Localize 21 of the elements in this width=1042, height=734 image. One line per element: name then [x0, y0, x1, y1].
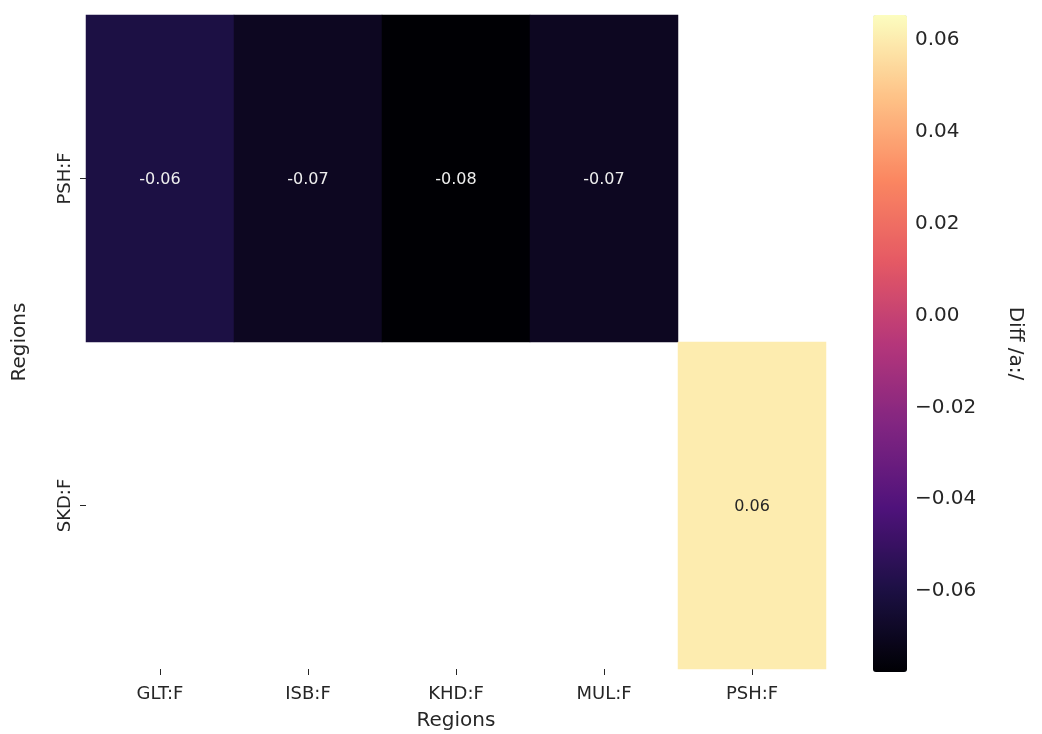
color-bar-label: 0.04	[915, 117, 960, 142]
data-label: -0.08	[435, 169, 477, 188]
x-tick-label: KHD:F	[428, 681, 484, 703]
y-tick-label: SKD:F	[52, 478, 74, 533]
x-tick-label: ISB:F	[285, 681, 331, 703]
color-bar-label: 0.06	[915, 25, 960, 50]
color-bar-label: −0.06	[915, 577, 977, 602]
color-bar-label: −0.04	[915, 485, 977, 510]
x-tick-label: MUL:F	[576, 681, 632, 703]
data-label: -0.07	[583, 169, 625, 188]
color-bar-label: −0.02	[915, 393, 977, 418]
x-tick-label: PSH:F	[725, 681, 779, 703]
color-bar-label: 0.00	[915, 301, 960, 326]
x-axis-title: Regions	[416, 707, 496, 731]
color-bar-title: Diff /a:/	[1005, 306, 1029, 381]
data-label: -0.07	[287, 169, 329, 188]
data-label: -0.06	[139, 169, 181, 188]
x-tick-label: GLT:F	[136, 681, 184, 703]
data-label: 0.06	[734, 496, 770, 515]
y-axis-title: Regions	[6, 302, 30, 382]
color-bar-label: 0.02	[915, 209, 960, 234]
